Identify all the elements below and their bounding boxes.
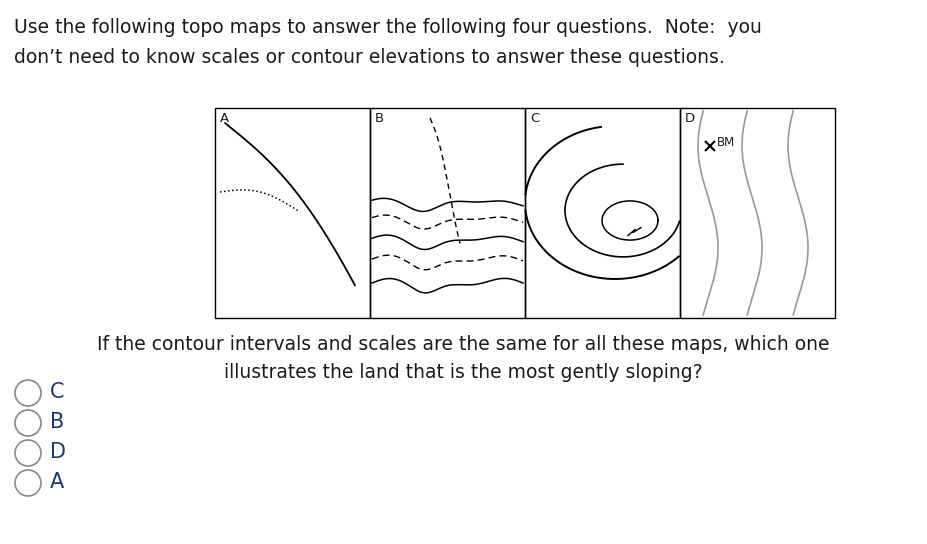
Text: A: A: [50, 472, 64, 492]
Text: D: D: [50, 442, 66, 462]
Bar: [370, 108, 525, 318]
Text: If the contour intervals and scales are the same for all these maps, which one: If the contour intervals and scales are …: [96, 335, 830, 354]
Circle shape: [15, 440, 41, 466]
Text: don’t need to know scales or contour elevations to answer these questions.: don’t need to know scales or contour ele…: [14, 48, 725, 67]
Text: D: D: [685, 112, 695, 125]
Circle shape: [15, 470, 41, 496]
Text: BM: BM: [717, 137, 735, 150]
Text: C: C: [50, 382, 65, 402]
Bar: [215, 108, 370, 318]
Text: A: A: [220, 112, 229, 125]
Bar: [680, 108, 835, 318]
Text: B: B: [375, 112, 384, 125]
Circle shape: [15, 380, 41, 406]
Text: B: B: [50, 412, 64, 432]
Text: C: C: [530, 112, 540, 125]
Text: Use the following topo maps to answer the following four questions.  Note:  you: Use the following topo maps to answer th…: [14, 18, 762, 37]
Text: illustrates the land that is the most gently sloping?: illustrates the land that is the most ge…: [223, 363, 703, 382]
Circle shape: [15, 410, 41, 436]
Bar: [525, 108, 680, 318]
